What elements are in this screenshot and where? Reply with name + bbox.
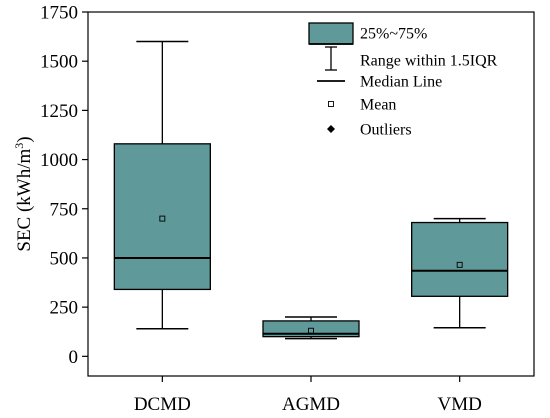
y-tick-label: 1000 — [40, 150, 78, 171]
legend-label: Range within 1.5IQR — [360, 53, 498, 70]
boxes — [113, 40, 509, 340]
y-axis-title-close: ) — [14, 136, 35, 142]
y-tick-label: 250 — [50, 298, 79, 319]
y-tick-label: 750 — [50, 199, 79, 220]
legend-item: Mean — [328, 97, 396, 114]
x-tick-label: DCMD — [134, 394, 191, 415]
legend-mean-swatch — [328, 101, 334, 107]
mean-marker — [456, 261, 463, 268]
y-axis-title-main: SEC (kWh/m — [14, 148, 35, 251]
x-axis: DCMD AGMD VMD — [134, 376, 482, 415]
legend-item: Median Line — [317, 74, 442, 91]
box-group — [411, 217, 509, 329]
legend-box-swatch — [308, 22, 354, 45]
box-group — [113, 40, 211, 330]
y-tick-label: 1500 — [40, 52, 78, 73]
y-tick-label: 1250 — [40, 101, 78, 122]
legend-label: 25%~75% — [360, 26, 427, 43]
y-axis-title-sup: 3 — [12, 143, 26, 149]
mean-marker — [159, 215, 166, 222]
y-tick-label: 500 — [50, 248, 79, 269]
box-iqr — [113, 143, 211, 291]
legend-label: Mean — [360, 97, 396, 114]
legend-outlier-swatch — [327, 125, 335, 133]
y-tick-label: 1750 — [40, 3, 78, 24]
legend-item: Outliers — [327, 122, 412, 139]
legend-label: Outliers — [360, 122, 412, 139]
x-tick-label: AGMD — [282, 394, 340, 415]
box-group — [262, 316, 360, 340]
y-axis: 0 250 500 750 1000 1250 1500 1750 — [40, 3, 88, 368]
y-axis-title: SEC (kWh/m3) — [12, 136, 35, 251]
legend-item: 25%~75% — [308, 22, 427, 45]
y-tick-label: 0 — [69, 347, 79, 368]
legend-label: Median Line — [360, 74, 442, 91]
box-iqr — [411, 221, 509, 297]
x-tick-label: VMD — [437, 394, 481, 415]
legend: 25%~75% Range within 1.5IQR Median Line Mea… — [308, 22, 498, 139]
legend-item: Range within 1.5IQR — [325, 46, 498, 71]
mean-marker — [308, 327, 314, 334]
